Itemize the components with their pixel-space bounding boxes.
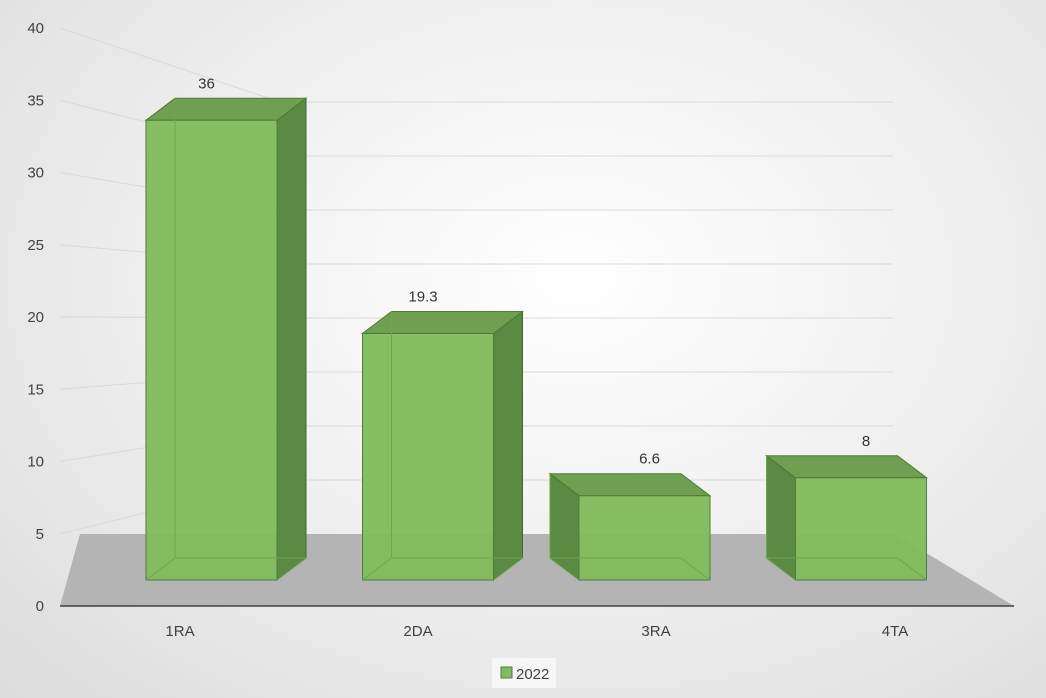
data-label: 36 — [198, 75, 215, 92]
bar — [765, 454, 928, 582]
x-axis-categories: 1RA 2DA 3RA 4TA — [165, 623, 908, 640]
y-tick-label: 20 — [27, 309, 44, 326]
y-tick-label: 5 — [36, 526, 44, 543]
x-category-label: 1RA — [165, 623, 194, 640]
legend: 2022 — [492, 658, 556, 688]
bar-front — [578, 495, 711, 581]
bar-top — [144, 97, 308, 121]
data-label: 8 — [862, 433, 870, 450]
x-category-label: 4TA — [882, 623, 908, 640]
bar-side — [276, 97, 307, 582]
bar-top — [548, 473, 712, 497]
bar-top — [361, 311, 524, 334]
bar-inner-edge — [897, 557, 927, 581]
bar-inner-edge — [493, 557, 523, 581]
bar-front — [145, 119, 278, 581]
y-tick-label: 15 — [27, 381, 44, 398]
bar — [548, 472, 712, 582]
x-category-label: 3RA — [641, 623, 670, 640]
bar-top — [765, 455, 928, 479]
data-label: 19.3 — [408, 289, 437, 306]
bar-inner-edge — [766, 557, 796, 581]
bar-side — [493, 310, 523, 582]
bar-inner-edge — [362, 557, 392, 581]
bars — [144, 97, 928, 582]
y-axis-ticks: 0 5 10 15 20 25 30 35 40 — [27, 20, 44, 615]
y-tick-label: 30 — [27, 165, 44, 182]
data-labels: 36 19.3 6.6 8 — [198, 75, 870, 467]
bar-inner-edge — [680, 557, 711, 581]
bar-front — [362, 333, 494, 581]
y-tick-label: 10 — [27, 454, 44, 471]
data-label: 6.6 — [639, 451, 660, 468]
bar-inner-edge — [549, 557, 580, 581]
gridline-side — [59, 27, 281, 103]
bar-inner-edge — [276, 557, 307, 581]
bar — [144, 97, 308, 582]
y-tick-label: 0 — [36, 598, 44, 615]
bar-inner-edge — [145, 557, 176, 581]
bar — [361, 310, 524, 582]
y-tick-label: 25 — [27, 237, 44, 254]
x-category-label: 2DA — [403, 623, 432, 640]
legend-entry-2022: 2022 — [516, 666, 549, 683]
y-tick-label: 40 — [27, 20, 44, 37]
legend-swatch — [500, 666, 513, 679]
y-tick-label: 35 — [27, 92, 44, 109]
